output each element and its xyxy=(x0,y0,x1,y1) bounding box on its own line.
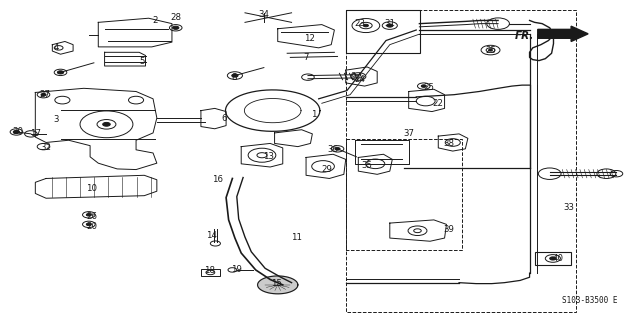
Bar xyxy=(346,10,575,312)
Text: 28: 28 xyxy=(170,13,181,22)
Circle shape xyxy=(550,257,556,260)
Text: 37: 37 xyxy=(403,129,414,138)
Circle shape xyxy=(488,49,492,51)
Text: 36: 36 xyxy=(327,145,339,154)
Bar xyxy=(534,252,571,265)
Text: 1: 1 xyxy=(312,110,317,119)
Text: 24: 24 xyxy=(354,75,365,84)
Circle shape xyxy=(387,24,393,27)
Bar xyxy=(201,269,220,276)
Text: 32: 32 xyxy=(40,143,52,152)
Text: S103-B3500 E: S103-B3500 E xyxy=(562,296,618,305)
Text: 5: 5 xyxy=(139,57,145,66)
Bar xyxy=(346,10,420,52)
Text: 31: 31 xyxy=(384,19,395,28)
Circle shape xyxy=(335,148,340,150)
Text: 12: 12 xyxy=(304,35,315,44)
Circle shape xyxy=(86,213,91,216)
Text: 33: 33 xyxy=(563,203,574,212)
Circle shape xyxy=(86,223,91,226)
Circle shape xyxy=(172,26,179,29)
Text: 30: 30 xyxy=(13,127,24,136)
Circle shape xyxy=(363,24,369,27)
Text: 17: 17 xyxy=(30,129,41,138)
Text: 18: 18 xyxy=(204,266,215,276)
Text: 3: 3 xyxy=(54,115,59,124)
Text: 38: 38 xyxy=(444,139,454,148)
Text: 26: 26 xyxy=(86,212,97,221)
Text: 15: 15 xyxy=(271,279,282,288)
Text: 34: 34 xyxy=(258,10,269,19)
Text: 16: 16 xyxy=(213,175,223,184)
Text: FR.: FR. xyxy=(516,31,534,41)
Bar xyxy=(346,139,462,250)
Circle shape xyxy=(57,71,64,74)
Text: 23: 23 xyxy=(354,19,365,28)
Text: 19: 19 xyxy=(232,265,242,275)
Text: 25: 25 xyxy=(423,83,434,92)
Text: 22: 22 xyxy=(433,99,444,108)
Circle shape xyxy=(103,123,110,126)
Text: 14: 14 xyxy=(206,231,217,240)
Text: 9: 9 xyxy=(351,72,356,81)
Text: 10: 10 xyxy=(86,184,97,193)
Text: 6: 6 xyxy=(221,114,227,123)
Polygon shape xyxy=(538,26,588,42)
Text: 39: 39 xyxy=(444,225,454,234)
Text: 20: 20 xyxy=(86,222,97,231)
Text: 13: 13 xyxy=(262,152,274,161)
Circle shape xyxy=(13,130,20,133)
Circle shape xyxy=(41,93,46,96)
Text: 27: 27 xyxy=(39,90,50,99)
Text: 25: 25 xyxy=(485,45,496,55)
Text: 2: 2 xyxy=(152,16,158,25)
Text: 7: 7 xyxy=(304,53,309,62)
Circle shape xyxy=(422,85,427,87)
Text: 29: 29 xyxy=(321,165,333,174)
Text: 4: 4 xyxy=(54,43,59,52)
Circle shape xyxy=(232,74,238,77)
Text: 11: 11 xyxy=(291,233,302,242)
Polygon shape xyxy=(257,276,298,294)
Text: 40: 40 xyxy=(552,254,563,263)
Text: 8: 8 xyxy=(231,73,237,82)
Text: 35: 35 xyxy=(362,161,373,170)
